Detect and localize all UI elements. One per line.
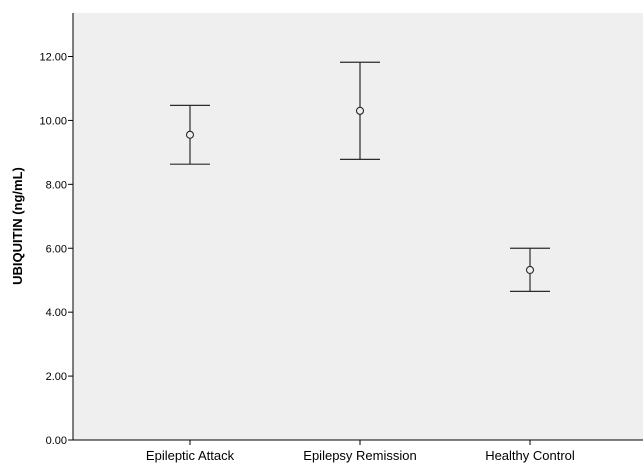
- y-tick-label: 6.00: [46, 243, 67, 255]
- y-tick-label: 12.00: [39, 52, 67, 64]
- plot-area: [73, 13, 643, 440]
- error-bar-group: [340, 61, 380, 161]
- mean-point: [185, 130, 195, 139]
- y-tick-label: 0.00: [46, 435, 67, 447]
- y-tick-label: 8.00: [46, 179, 67, 191]
- x-category-label: Healthy Control: [485, 448, 575, 463]
- y-tick-label: 10.00: [39, 115, 67, 127]
- error-bar-marks: [170, 61, 550, 292]
- y-axis-ticks: [68, 56, 73, 441]
- y-axis-title: UBIQUITIN (ng/mL): [10, 167, 25, 285]
- mean-point: [355, 106, 365, 115]
- error-bar-group: [510, 247, 550, 292]
- x-axis-category-labels: Epileptic Attack Epilepsy Remission Health…: [146, 448, 575, 463]
- error-bar-group: [170, 104, 210, 165]
- x-category-label: Epilepsy Remission: [303, 448, 416, 463]
- y-tick-label: 2.00: [46, 371, 67, 383]
- y-axis-tick-labels: 0.00 2.00 4.00 6.00 8.00 10.00 12.00: [39, 52, 67, 448]
- x-axis-ticks: [189, 440, 531, 445]
- mean-point: [525, 265, 535, 275]
- y-tick-label: 4.00: [46, 307, 67, 319]
- x-category-label: Epileptic Attack: [146, 448, 235, 463]
